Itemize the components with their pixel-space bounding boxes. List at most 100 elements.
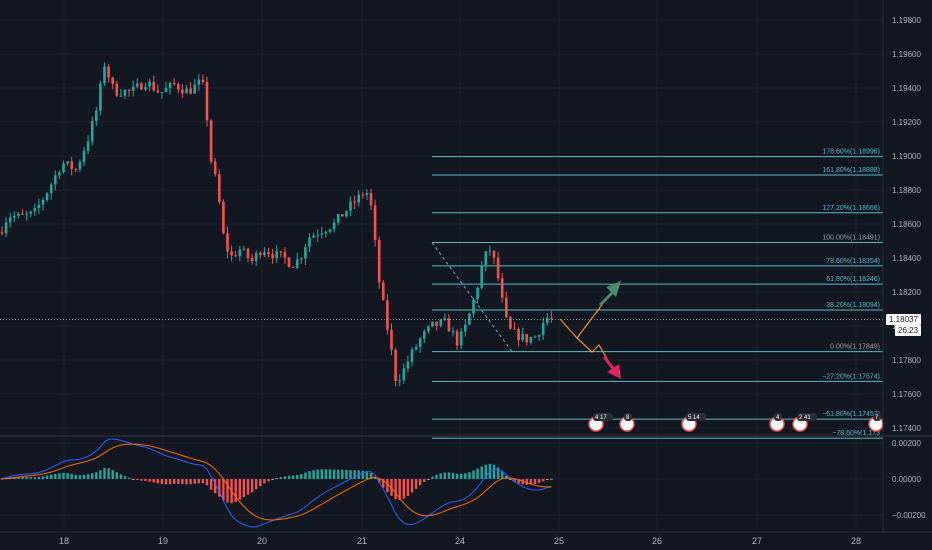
candle-body — [418, 338, 422, 347]
macd-histogram-bar — [111, 470, 114, 479]
candle-body — [213, 161, 217, 175]
candle-body — [209, 120, 213, 162]
candle-body — [533, 336, 537, 338]
candle-body — [74, 169, 78, 171]
candle-body — [172, 82, 176, 85]
candle-body — [291, 266, 295, 268]
macd-histogram-bar — [423, 479, 426, 482]
macd-histogram-bar — [402, 479, 405, 499]
macd-histogram-bar — [173, 479, 176, 485]
candle-body — [8, 217, 12, 223]
macd-histogram-bar — [332, 469, 336, 479]
macd-histogram-bar — [271, 479, 274, 480]
x-tick-label: 27 — [752, 536, 762, 546]
candle-body — [517, 328, 520, 341]
candle-body — [111, 77, 114, 84]
macd-histogram-bar — [427, 479, 430, 480]
macd-y-tick-label: 0.00000 — [892, 475, 921, 484]
candle-body — [95, 110, 98, 122]
macd-histogram-bar — [197, 479, 200, 484]
candle-body — [242, 248, 246, 250]
macd-histogram-bar — [378, 479, 381, 483]
macd-line — [1, 438, 552, 528]
event-count-label: 8 — [626, 415, 630, 421]
event-count-label: 2 41 — [799, 415, 811, 421]
y-tick-label: 1.18800 — [892, 186, 921, 195]
candle-body — [234, 255, 237, 257]
event-count-label: 7 — [875, 415, 879, 421]
macd-histogram-bar — [300, 473, 303, 479]
macd-histogram-bar — [58, 473, 61, 479]
macd-histogram-bar — [91, 473, 94, 479]
candle-body — [115, 83, 119, 96]
candle-body — [246, 248, 250, 258]
macd-histogram-bar — [99, 470, 102, 479]
macd-histogram-bar — [218, 479, 221, 497]
candle-body — [267, 252, 270, 255]
macd-histogram-bar — [82, 474, 86, 479]
candle-body — [443, 318, 447, 320]
macd-histogram-bar — [86, 474, 90, 479]
x-tick-label: 24 — [455, 536, 465, 546]
candle-body — [148, 81, 151, 87]
macd-histogram-bar — [501, 471, 504, 479]
macd-histogram-bar — [45, 475, 49, 479]
macd-histogram-bar — [365, 471, 369, 479]
y-tick-label: 1.17400 — [892, 424, 921, 433]
candle-body — [341, 214, 344, 217]
candle-body — [4, 222, 8, 234]
macd-histogram-bar — [275, 478, 278, 480]
candle-body — [480, 266, 483, 288]
macd-histogram-bar — [398, 479, 401, 500]
macd-histogram-bar — [123, 476, 127, 479]
y-tick-label: 1.18600 — [892, 220, 921, 229]
macd-histogram-bar — [496, 467, 500, 479]
candle-body — [459, 331, 463, 346]
candle-body — [254, 253, 258, 262]
candle-body — [390, 329, 393, 350]
candle-body — [99, 83, 102, 111]
macd-histogram-bar — [546, 479, 549, 480]
countdown-tag: 26:23 — [895, 324, 922, 336]
candle-body — [550, 317, 553, 319]
candle-body — [119, 95, 123, 97]
macd-histogram-bar — [464, 473, 467, 479]
candle-body — [509, 317, 512, 329]
candle-body — [62, 163, 65, 173]
macd-histogram-bar — [246, 479, 250, 495]
macd-histogram-bar — [308, 471, 311, 479]
fib-level-label: −78.60%(1.173 — [832, 430, 880, 437]
macd-histogram-bar — [250, 479, 254, 493]
candle-body — [521, 334, 524, 341]
macd-histogram-bar — [50, 474, 53, 479]
macd-histogram-bar — [414, 479, 418, 489]
y-tick-label: 1.19600 — [892, 50, 921, 59]
y-tick-label: 1.19800 — [892, 16, 921, 25]
macd-histogram-bar — [386, 479, 389, 493]
macd-histogram-bar — [341, 469, 344, 479]
macd-histogram-bar — [550, 478, 553, 480]
candle-body — [66, 161, 69, 164]
y-tick-label: 1.19400 — [892, 84, 921, 93]
candle-body — [349, 201, 352, 211]
candle-body — [365, 193, 369, 195]
macd-histogram-bar — [484, 464, 487, 479]
candle-body — [304, 246, 307, 259]
candle-body — [410, 349, 414, 362]
macd-histogram-bar — [54, 473, 57, 479]
event-marker: 4 17 — [588, 413, 613, 432]
macd-histogram-bar — [291, 475, 295, 479]
candle-body — [525, 334, 529, 343]
macd-histogram-bar — [472, 470, 475, 479]
candle-body — [127, 90, 131, 92]
event-marker: 2 41 — [792, 413, 817, 432]
candle-body — [33, 208, 37, 212]
macd-histogram-bar — [345, 469, 348, 479]
candle-body — [131, 86, 135, 91]
macd-histogram-bar — [33, 477, 36, 479]
macd-histogram-bar — [369, 472, 373, 479]
candle-body — [41, 199, 45, 205]
macd-histogram-bar — [349, 470, 352, 479]
candle-body — [377, 239, 381, 283]
